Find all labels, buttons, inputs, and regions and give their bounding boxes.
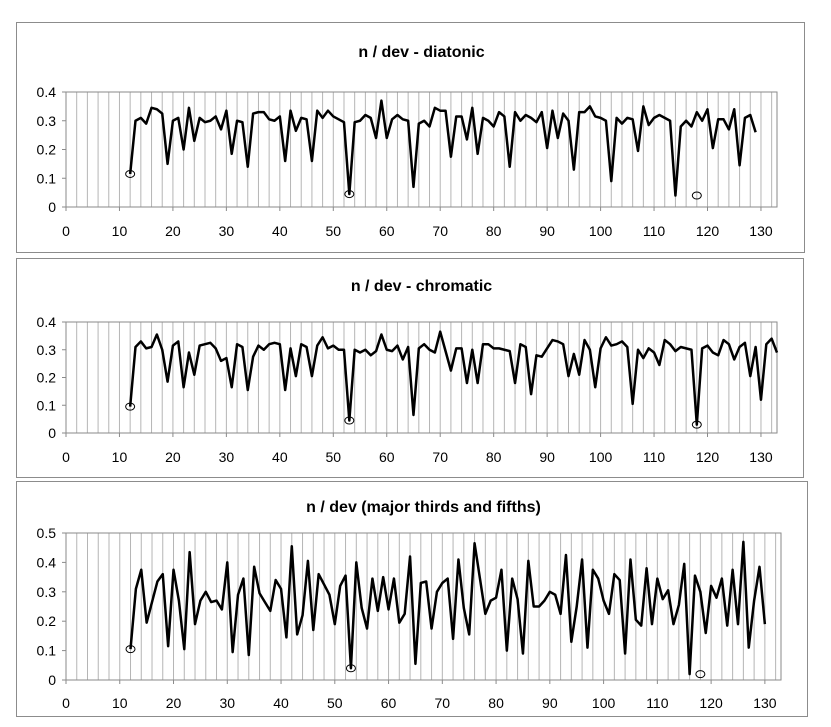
chart-chromatic: n / dev - chromatic 0 0.1 0.2 0.3 0.4 0 10 20 30 4… xyxy=(37,278,779,465)
x-tick-label: 20 xyxy=(166,695,182,711)
y-tick-label: 0.2 xyxy=(37,613,57,629)
plot-area xyxy=(65,532,782,681)
y-tick-label: 0.1 xyxy=(37,170,57,186)
x-tick-label: 120 xyxy=(696,449,720,465)
minimum-marker xyxy=(691,420,702,429)
x-tick-label: 80 xyxy=(486,449,502,465)
x-tick-label: 80 xyxy=(488,695,504,711)
x-tick-label: 110 xyxy=(643,449,666,465)
minimum-marker xyxy=(344,416,355,425)
y-tick-label: 0.2 xyxy=(37,370,57,386)
x-tick-label: 40 xyxy=(272,223,288,239)
chart-panel-thirds-fifths: n / dev (major thirds and fifths) 0 0.1 0.2… xyxy=(16,481,808,717)
x-tick-label: 110 xyxy=(646,695,669,711)
x-tick-label: 30 xyxy=(219,449,235,465)
x-tick-label: 0 xyxy=(62,223,70,239)
x-tick-label: 10 xyxy=(112,223,128,239)
x-tick-label: 10 xyxy=(112,695,128,711)
x-tick-label: 40 xyxy=(273,695,289,711)
series-line xyxy=(128,330,779,426)
y-tick-label: 0.4 xyxy=(37,554,57,570)
x-tick-label: 0 xyxy=(62,695,70,711)
x-tick-label: 50 xyxy=(327,695,343,711)
y-tick-label: 0.3 xyxy=(37,113,57,129)
minimum-marker xyxy=(125,169,136,178)
x-tick-label: 120 xyxy=(696,223,720,239)
x-tick-label: 100 xyxy=(592,695,616,711)
chart-panel-diatonic: n / dev - diatonic 0 0.1 0.2 0.3 0.4 0 10 20 30 40… xyxy=(16,22,805,253)
x-tick-label: 130 xyxy=(749,449,773,465)
y-tick-label: 0.1 xyxy=(37,643,57,659)
x-tick-label: 100 xyxy=(589,449,613,465)
chart-title: n / dev (major thirds and fifths) xyxy=(306,499,541,516)
x-tick-label: 30 xyxy=(219,695,235,711)
minimum-marker xyxy=(695,670,706,679)
x-tick-label: 80 xyxy=(486,223,502,239)
x-tick-label: 110 xyxy=(643,223,666,239)
x-tick-label: 130 xyxy=(753,695,777,711)
x-tick-label: 120 xyxy=(699,695,723,711)
x-tick-label: 60 xyxy=(379,449,395,465)
x-tick-label: 30 xyxy=(219,223,235,239)
x-tick-label: 40 xyxy=(272,449,288,465)
y-tick-label: 0 xyxy=(48,199,56,215)
y-tick-label: 0.3 xyxy=(37,584,57,600)
chart-thirds-fifths: n / dev (major thirds and fifths) 0 0.1 0.2… xyxy=(37,499,782,711)
x-tick-label: 60 xyxy=(379,223,395,239)
minimum-marker xyxy=(125,402,136,411)
y-tick-label: 0.2 xyxy=(37,142,57,158)
series-line xyxy=(129,540,767,676)
chart-panel-chromatic: n / dev - chromatic 0 0.1 0.2 0.3 0.4 0 10 20 30 4… xyxy=(16,258,804,478)
x-tick-label: 70 xyxy=(435,695,451,711)
x-tick-label: 70 xyxy=(432,449,448,465)
minimum-marker xyxy=(345,664,356,673)
x-tick-label: 50 xyxy=(326,223,342,239)
chart-title: n / dev - diatonic xyxy=(358,44,484,61)
y-tick-label: 0.3 xyxy=(37,342,57,358)
x-tick-label: 20 xyxy=(165,223,181,239)
x-tick-label: 90 xyxy=(542,695,558,711)
x-tick-label: 130 xyxy=(749,223,773,239)
chart-title: n / dev - chromatic xyxy=(351,278,492,295)
minimum-marker xyxy=(125,645,136,654)
chart-diatonic: n / dev - diatonic 0 0.1 0.2 0.3 0.4 0 10 20 30 40… xyxy=(37,44,778,239)
x-tick-label: 20 xyxy=(165,449,181,465)
x-tick-label: 60 xyxy=(381,695,397,711)
y-tick-label: 0.4 xyxy=(37,314,57,330)
x-tick-label: 100 xyxy=(589,223,613,239)
y-tick-label: 0 xyxy=(48,425,56,441)
x-tick-label: 90 xyxy=(539,223,555,239)
y-tick-label: 0 xyxy=(48,672,56,688)
minimum-marker xyxy=(691,191,702,200)
y-tick-label: 0.1 xyxy=(37,397,57,413)
x-tick-label: 70 xyxy=(432,223,448,239)
x-tick-label: 90 xyxy=(539,449,555,465)
y-tick-label: 0.4 xyxy=(37,84,57,100)
x-tick-label: 0 xyxy=(62,449,70,465)
x-tick-label: 10 xyxy=(112,449,128,465)
series-line xyxy=(128,99,757,197)
x-tick-label: 50 xyxy=(326,449,342,465)
minimum-marker xyxy=(344,190,355,199)
y-tick-label: 0.5 xyxy=(37,525,57,541)
